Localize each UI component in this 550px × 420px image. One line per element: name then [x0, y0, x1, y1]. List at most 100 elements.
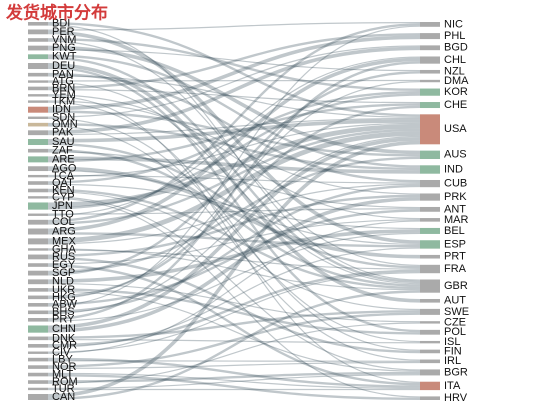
link	[47, 81, 421, 285]
link	[47, 105, 421, 298]
node	[28, 86, 48, 91]
node	[420, 254, 440, 259]
node	[28, 372, 48, 377]
node	[28, 394, 48, 400]
node	[420, 279, 440, 293]
link	[47, 322, 421, 384]
node-label: ESP	[444, 238, 466, 250]
node	[28, 100, 48, 103]
link	[47, 229, 421, 283]
node-label: COL	[52, 216, 75, 228]
node-label: ABW	[52, 299, 78, 311]
node-label: DMA	[444, 75, 469, 87]
node-label: TUR	[52, 383, 75, 395]
node	[28, 336, 48, 341]
link	[47, 272, 421, 353]
link	[47, 45, 421, 155]
link	[47, 137, 421, 330]
node-label: MLT	[52, 368, 73, 380]
node	[28, 213, 48, 216]
link	[47, 208, 421, 215]
node	[28, 202, 48, 210]
link	[47, 125, 421, 361]
node	[420, 218, 440, 222]
node	[420, 33, 440, 40]
link	[47, 63, 421, 303]
node-label: CHE	[444, 99, 467, 111]
link	[47, 128, 421, 225]
link	[47, 135, 421, 315]
link	[47, 249, 421, 270]
link	[47, 248, 421, 291]
link	[47, 117, 421, 343]
link	[47, 46, 421, 134]
link	[47, 30, 421, 244]
node-label: CAN	[52, 391, 75, 403]
node	[28, 106, 48, 113]
node-label: KWT	[52, 51, 77, 63]
node-label: GHA	[52, 243, 77, 255]
node	[28, 139, 48, 146]
node-label: CHL	[444, 54, 466, 66]
link	[47, 110, 421, 157]
link	[47, 290, 421, 400]
link	[47, 156, 421, 274]
node	[420, 396, 440, 400]
link	[47, 374, 421, 389]
node-label: AUT	[444, 295, 466, 307]
node-label: SAU	[52, 136, 75, 148]
link	[47, 40, 421, 267]
link	[47, 148, 421, 287]
node	[420, 369, 440, 376]
node	[28, 166, 48, 172]
link	[47, 151, 421, 209]
link	[47, 196, 421, 371]
node-label: ITA	[444, 380, 461, 392]
node-label: BHS	[52, 306, 75, 318]
node-label: POL	[444, 326, 466, 338]
node	[28, 116, 48, 119]
node-label: GBR	[444, 280, 468, 292]
node	[420, 298, 440, 303]
node-label: PRK	[444, 191, 467, 203]
node	[28, 279, 48, 285]
link	[47, 103, 421, 163]
node-label: BGD	[444, 42, 468, 54]
node	[28, 181, 48, 185]
node	[28, 130, 48, 136]
link	[47, 61, 421, 321]
node-label: DEU	[52, 60, 75, 72]
node-label: SGP	[52, 267, 75, 279]
link	[47, 131, 421, 244]
node-label: TCA	[52, 170, 75, 182]
node-label: ATG	[52, 75, 74, 87]
link	[47, 361, 421, 369]
node-label: KOR	[444, 86, 468, 98]
link	[47, 372, 421, 389]
link	[47, 312, 421, 368]
node-label: IND	[444, 163, 463, 175]
link	[47, 94, 421, 220]
node	[28, 351, 48, 354]
link	[47, 290, 421, 372]
node-label: HKG	[52, 291, 76, 303]
link	[47, 184, 421, 313]
node-label: FRA	[444, 263, 467, 275]
link	[47, 282, 421, 323]
node-label: CZE	[444, 316, 466, 328]
node	[420, 22, 440, 27]
node	[420, 308, 440, 315]
link	[47, 22, 421, 117]
links	[47, 22, 421, 400]
link	[47, 156, 421, 174]
link	[47, 169, 421, 246]
node	[420, 179, 440, 188]
node	[420, 150, 440, 160]
link	[47, 117, 421, 136]
node	[420, 329, 440, 335]
node-label: JPN	[52, 200, 73, 212]
node-label: NLD	[52, 276, 74, 288]
link	[47, 123, 421, 208]
node	[28, 219, 48, 225]
node	[420, 114, 440, 145]
